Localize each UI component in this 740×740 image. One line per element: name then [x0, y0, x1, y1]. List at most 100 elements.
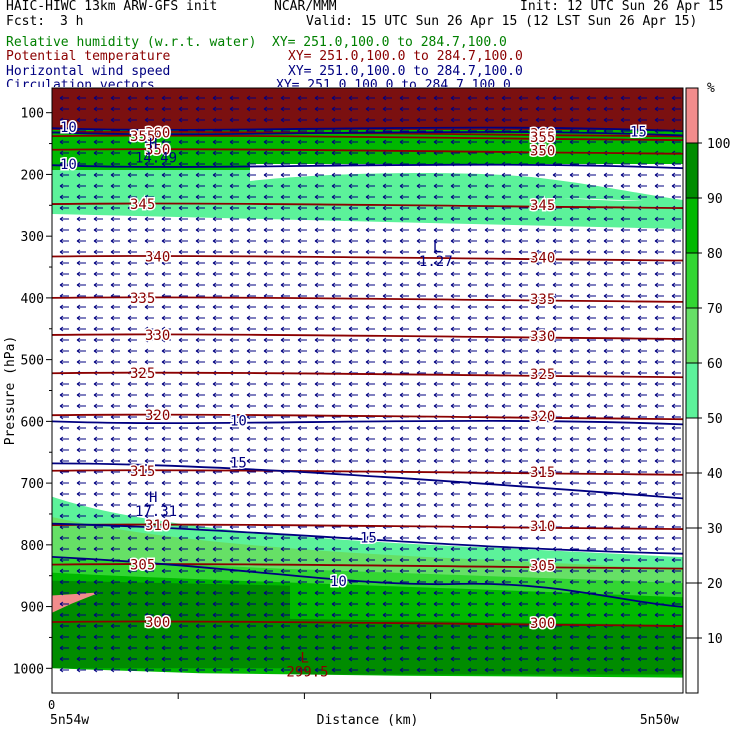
wind-vector — [365, 403, 375, 409]
wind-vector — [178, 227, 188, 233]
colorbar-tick-label: 100 — [707, 137, 730, 152]
wind-vector — [195, 535, 205, 541]
wind-vector — [144, 546, 154, 552]
wind-vector — [280, 194, 290, 200]
wind-vector — [280, 447, 290, 453]
wind-vector — [263, 491, 273, 497]
wind-vector — [586, 458, 596, 464]
wind-vector — [280, 117, 290, 123]
wind-vector — [416, 403, 426, 409]
wind-vector — [569, 260, 579, 266]
wind-vector — [654, 656, 664, 662]
wind-vector — [229, 502, 239, 508]
wind-vector — [552, 370, 562, 376]
wind-vector — [110, 546, 120, 552]
wind-vector — [348, 106, 358, 112]
wind-vector — [569, 645, 579, 651]
wind-speed-contour — [52, 131, 683, 137]
wind-vector — [314, 645, 324, 651]
wind-vector — [195, 194, 205, 200]
wind-vector — [433, 348, 443, 354]
wind-vector — [586, 513, 596, 519]
wind-vector — [297, 458, 307, 464]
wind-vector — [144, 579, 154, 585]
wind-vector — [518, 293, 528, 299]
wind-vector — [246, 139, 256, 145]
wind-vector — [195, 238, 205, 244]
wind-vector — [552, 436, 562, 442]
theta-label: 345 — [130, 197, 155, 213]
wind-vector — [433, 392, 443, 398]
wind-vector — [246, 359, 256, 365]
wind-vector — [518, 458, 528, 464]
wind-vector — [450, 513, 460, 519]
wind-vector — [450, 568, 460, 574]
wind-vector — [195, 326, 205, 332]
wind-vector — [620, 656, 630, 662]
wind-vector — [484, 106, 494, 112]
wind-vector — [348, 249, 358, 255]
wind-vector — [59, 403, 69, 409]
wind-vector — [637, 656, 647, 662]
extremum-marker: H — [149, 490, 157, 506]
wind-vector — [314, 447, 324, 453]
wind-vector — [382, 106, 392, 112]
wind-vector — [93, 601, 103, 607]
wind-vector — [484, 590, 494, 596]
wind-vector — [263, 106, 273, 112]
wind-vector — [535, 579, 545, 585]
wind-vector — [433, 106, 443, 112]
wind-vector — [484, 117, 494, 123]
theta-contour — [52, 134, 683, 142]
wind-vector — [433, 183, 443, 189]
theta-label: 345 — [530, 198, 555, 214]
wind-vector — [93, 150, 103, 156]
wind-vector — [671, 436, 681, 442]
wind-vector — [603, 315, 613, 321]
wind-vector — [382, 172, 392, 178]
wind-vector — [76, 546, 86, 552]
wind-vector — [229, 480, 239, 486]
wind-vector — [246, 425, 256, 431]
wind-vector — [93, 381, 103, 387]
wind-vector — [535, 117, 545, 123]
wind-vector — [127, 502, 137, 508]
wind-vector — [569, 436, 579, 442]
wind-vector — [195, 403, 205, 409]
wind-vector — [229, 458, 239, 464]
wind-vector — [297, 183, 307, 189]
wind-speed-label: 15 — [230, 455, 247, 471]
colorbar-swatch — [686, 253, 698, 308]
wind-vector — [399, 645, 409, 651]
wind-vector — [263, 249, 273, 255]
wind-vector — [399, 315, 409, 321]
wind-vector — [331, 403, 341, 409]
wind-vector — [518, 249, 528, 255]
wind-vector — [59, 425, 69, 431]
colorbar-frame — [685, 87, 699, 694]
wind-vector — [348, 282, 358, 288]
wind-vector — [161, 249, 171, 255]
wind-vector — [195, 425, 205, 431]
wind-vector — [246, 436, 256, 442]
wind-vector — [501, 183, 511, 189]
wind-vector — [331, 425, 341, 431]
wind-vector — [76, 568, 86, 574]
wind-vector — [416, 315, 426, 321]
wind-vector — [671, 403, 681, 409]
wind-vector — [382, 216, 392, 222]
wind-vector — [297, 238, 307, 244]
wind-vector — [178, 425, 188, 431]
wind-vector — [552, 348, 562, 354]
wind-vector — [110, 491, 120, 497]
wind-vector — [331, 315, 341, 321]
theta-contour — [52, 523, 683, 530]
wind-vector — [586, 172, 596, 178]
wind-vector — [76, 381, 86, 387]
wind-vector — [535, 645, 545, 651]
wind-vector — [110, 568, 120, 574]
wind-vector — [144, 216, 154, 222]
wind-vector — [229, 106, 239, 112]
wind-vector — [144, 403, 154, 409]
wind-vector — [484, 172, 494, 178]
